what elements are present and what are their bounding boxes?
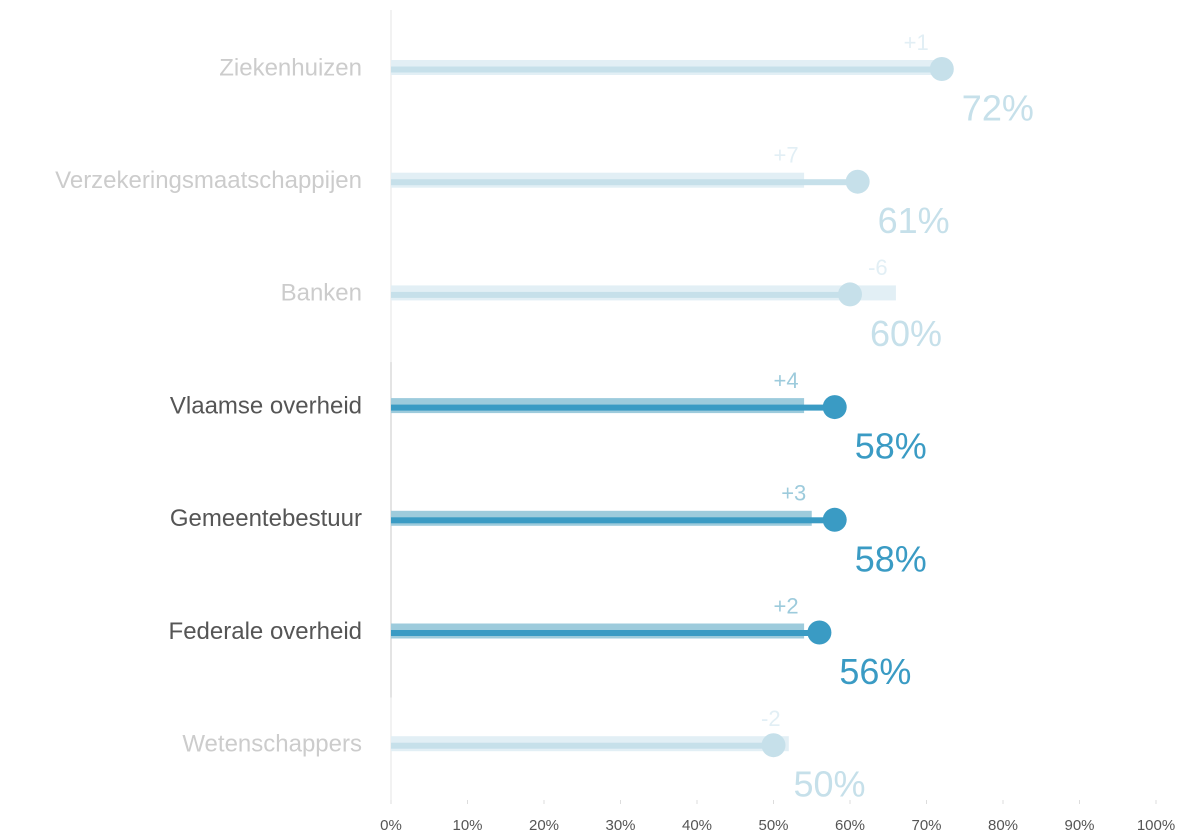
change-label: +1 [904, 30, 929, 55]
x-tick-label: 20% [529, 817, 559, 834]
x-tick-label: 80% [988, 817, 1018, 834]
category-label: Gemeentebestuur [170, 505, 362, 532]
category-label: Verzekeringsmaatschappijen [55, 167, 362, 194]
x-tick-label: 10% [452, 817, 482, 834]
category-label: Wetenschappers [182, 731, 362, 758]
x-tick-label: 0% [380, 817, 402, 834]
value-label: 72% [962, 88, 1034, 129]
value-dot [929, 57, 954, 81]
change-label: +4 [774, 368, 799, 393]
value-label: 60% [870, 313, 942, 354]
value-line [391, 291, 850, 298]
x-tick-label: 30% [605, 817, 635, 834]
value-line [391, 66, 942, 73]
value-line [391, 630, 820, 636]
value-label: 61% [878, 200, 950, 241]
change-label: +7 [774, 143, 799, 168]
value-label: 50% [794, 764, 866, 805]
value-dot [822, 507, 847, 532]
value-line [391, 517, 835, 524]
value-line [391, 742, 774, 749]
value-label: 58% [855, 426, 927, 467]
value-dot [761, 733, 786, 758]
x-tick-label: 50% [758, 817, 788, 834]
value-dot [838, 282, 862, 307]
x-tick-label: 90% [1064, 817, 1094, 834]
x-tick-label: 60% [835, 817, 865, 834]
x-tick-label: 70% [911, 817, 941, 834]
value-line [391, 404, 835, 411]
value-line [391, 179, 858, 186]
x-tick-label: 100% [1137, 817, 1175, 834]
change-label: +2 [774, 593, 799, 618]
category-label: Banken [281, 280, 362, 307]
category-label: Federale overheid [169, 618, 362, 645]
value-label: 56% [839, 651, 911, 692]
change-label: +3 [781, 481, 806, 506]
value-dot [807, 620, 832, 645]
value-dot [822, 395, 847, 420]
x-tick-label: 40% [682, 817, 712, 834]
category-label: Ziekenhuizen [219, 54, 362, 81]
value-label: 58% [855, 538, 927, 579]
change-label: -6 [868, 255, 888, 280]
change-label: -2 [761, 706, 781, 731]
category-label: Vlaamse overheid [170, 392, 362, 419]
value-dot [845, 169, 870, 194]
